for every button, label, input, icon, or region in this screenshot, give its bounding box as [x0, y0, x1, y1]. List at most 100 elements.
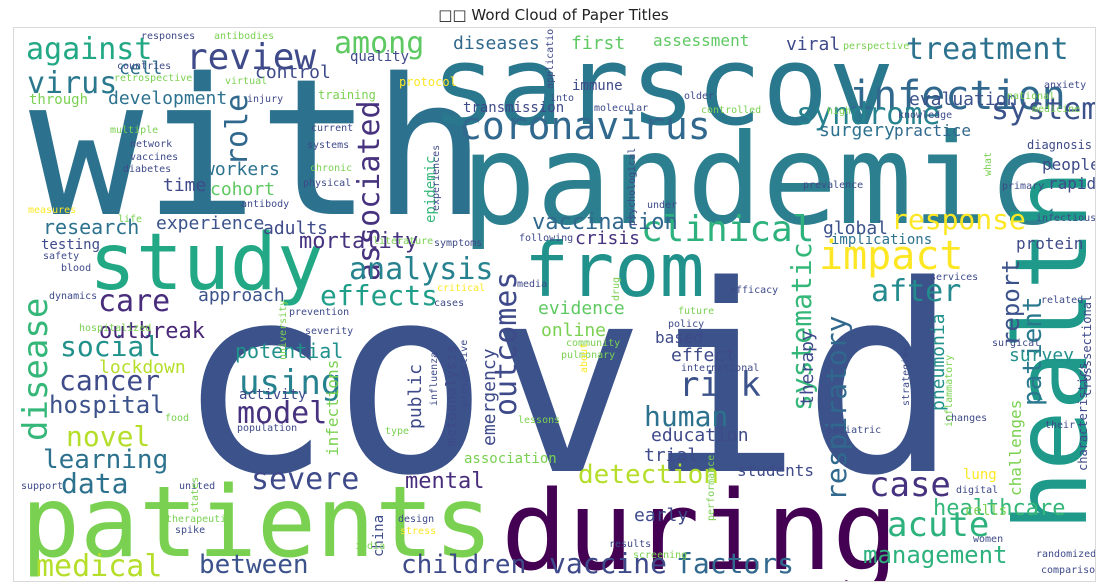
- word-challenges: challenges: [1006, 400, 1025, 496]
- word-transmission: transmission: [463, 100, 564, 116]
- word-molecular: molecular: [594, 103, 648, 114]
- word-cancer: cancer: [59, 364, 160, 397]
- word-global: global: [823, 218, 888, 239]
- word-efficacy: efficacy: [730, 285, 778, 296]
- word-evaluation: evaluation: [909, 89, 1017, 110]
- word-model: model: [237, 396, 327, 431]
- word-blood: blood: [61, 263, 91, 274]
- word-responses: responses: [141, 31, 195, 42]
- word-testing: testing: [41, 237, 100, 253]
- word-support: support: [21, 481, 63, 492]
- word-data: data: [61, 467, 128, 500]
- word-case: case: [869, 465, 951, 505]
- word-pandemic: pandemic: [461, 108, 1063, 253]
- word-physical: physical: [303, 178, 351, 189]
- word-controlled: controlled: [701, 105, 761, 116]
- word-prevalence: prevalence: [803, 180, 863, 191]
- word-knowledge: knowledge: [898, 110, 952, 121]
- word-early: early: [634, 505, 688, 526]
- word-activity: activity: [239, 387, 306, 403]
- word-mental: mental: [405, 469, 484, 494]
- word-results: results: [609, 539, 651, 550]
- word-epidemic: epidemic: [423, 156, 439, 223]
- word-severe: severe: [251, 462, 359, 497]
- word-following: following: [519, 233, 573, 244]
- word-into: into: [550, 93, 574, 104]
- word-association: association: [464, 451, 557, 467]
- word-india: india: [355, 541, 385, 552]
- word-students: students: [737, 461, 814, 480]
- word-role: role: [220, 94, 255, 166]
- word-first: first: [571, 33, 625, 54]
- word-syndrome: syndrome: [796, 97, 941, 132]
- word-dynamics: dynamics: [49, 291, 97, 302]
- word-lockdown: lockdown: [99, 357, 186, 378]
- word-pulmonary: pulmonary: [561, 350, 615, 361]
- word-their: their: [1045, 420, 1075, 431]
- word-treatment: treatment: [906, 32, 1069, 67]
- word-through: through: [29, 92, 88, 108]
- word-surgery: surgery: [819, 120, 895, 141]
- word-safety: safety: [43, 251, 79, 262]
- word-prevention: prevention: [289, 307, 349, 318]
- word-cells: cells: [965, 503, 1007, 519]
- word-antibodies: antibodies: [214, 31, 274, 42]
- word-life: life: [118, 214, 142, 225]
- word-related: related: [1041, 295, 1083, 306]
- word-implications: implications: [831, 232, 932, 248]
- word-system: system: [991, 92, 1095, 127]
- word-viral: viral: [786, 34, 840, 55]
- word-prospective: prospective: [459, 340, 470, 406]
- word-cohort: cohort: [210, 179, 275, 200]
- word-factors: factors: [676, 547, 794, 580]
- word-online: online: [541, 320, 606, 341]
- word-respiratory: respiratory: [820, 316, 853, 501]
- word-randomized: randomized: [1036, 549, 1095, 560]
- word-review: review: [186, 37, 316, 78]
- word-survey: survey: [1009, 345, 1074, 366]
- word-high: high: [827, 106, 851, 117]
- word-acute: acute: [887, 505, 989, 545]
- word-immune: immune: [572, 78, 623, 94]
- word-detection: detection: [578, 460, 719, 490]
- word-public: public: [405, 364, 426, 429]
- word-risk: risk: [679, 365, 761, 405]
- word-stress: stress: [400, 526, 436, 537]
- word-outcomes: outcomes: [489, 272, 524, 417]
- word-cloud-area: covid with pandemic sarscov patients during he…: [13, 27, 1096, 582]
- word-diagnosis: diagnosis: [1027, 138, 1092, 152]
- word-assessment: assessment: [653, 31, 749, 50]
- word-mortality: mortality: [299, 229, 418, 254]
- word-time: time: [163, 175, 206, 196]
- word-crisis: crisis: [575, 228, 640, 249]
- word-covid: covid: [176, 231, 959, 533]
- word-report: report: [997, 259, 1025, 346]
- word-metaanalysis: metaanalysis: [444, 345, 460, 446]
- word-people: people: [1042, 155, 1095, 174]
- word-systems: systems: [307, 140, 349, 151]
- word-health: health: [993, 170, 1095, 531]
- word-cell: cell: [119, 58, 162, 79]
- word-potential: potential: [235, 339, 343, 363]
- word-chronic: chronic: [310, 163, 352, 174]
- word-control: control: [255, 62, 331, 83]
- word-workers: workers: [204, 159, 280, 180]
- word-international: international: [681, 363, 759, 374]
- word-symptoms: symptoms: [434, 238, 482, 249]
- word-community: community: [566, 338, 620, 349]
- word-patients: patients: [21, 466, 493, 580]
- word-cases: cases: [434, 298, 464, 309]
- word-effects: effects: [320, 279, 438, 312]
- word-hospital: hospital: [49, 391, 165, 419]
- word-literature: literature: [373, 236, 433, 247]
- word-performance: performance: [706, 455, 717, 521]
- word-services: services: [930, 272, 978, 283]
- word-screening: screening: [633, 550, 687, 561]
- word-lung: lung: [963, 467, 997, 483]
- word-research: research: [43, 215, 139, 239]
- word-disease: disease: [16, 298, 56, 441]
- word-policy: policy: [668, 319, 704, 330]
- word-response: response: [891, 203, 1026, 236]
- word-virtual: virtual: [225, 76, 267, 87]
- word-vaccination: vaccination: [532, 210, 678, 235]
